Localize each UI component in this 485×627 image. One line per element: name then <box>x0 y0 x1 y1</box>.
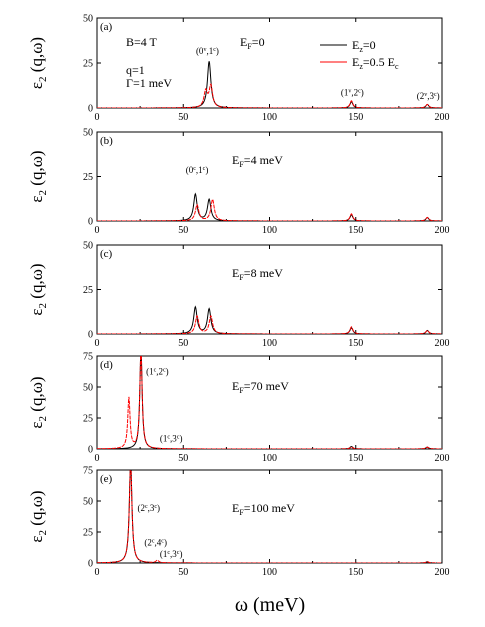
plot-frame <box>96 469 443 564</box>
x-axis-label: ω (meV) <box>235 594 305 616</box>
transition-annotation: (2c,4c) <box>144 538 167 548</box>
y-tick-label: 0 <box>88 217 93 228</box>
y-tick-label: 75 <box>83 352 93 363</box>
x-tick-label: 50 <box>178 112 188 123</box>
series-line <box>97 305 442 334</box>
transition-annotation: (2c,3c) <box>137 503 160 513</box>
x-tick-label: 100 <box>262 112 277 123</box>
x-tick-label: 200 <box>435 453 450 464</box>
x-tick-label: 200 <box>435 112 450 123</box>
x-tick-label: 150 <box>348 567 363 578</box>
fermi-energy-label: EF=8 meV <box>232 266 283 282</box>
parameter-label: q=1 <box>126 63 145 77</box>
panel-label: (c) <box>100 248 113 260</box>
y-tick-label: 50 <box>83 128 93 139</box>
y-axis-label: ε2 (q,ω) <box>27 37 49 89</box>
x-tick-label: 50 <box>178 338 188 349</box>
x-tick-label: 0 <box>95 567 100 578</box>
y-tick-label: 0 <box>88 445 93 456</box>
series-line <box>97 470 442 563</box>
y-tick-label: 25 <box>83 528 93 539</box>
x-tick-label: 100 <box>262 338 277 349</box>
y-tick-label: 50 <box>83 14 93 25</box>
fermi-energy-label: EF=4 meV <box>232 153 283 169</box>
legend-label: Ez=0.5 Ec <box>352 55 399 71</box>
y-tick-label: 0 <box>88 559 93 570</box>
curves <box>97 192 442 221</box>
series-line <box>97 314 442 334</box>
curves <box>97 356 442 449</box>
x-tick-label: 0 <box>95 453 100 464</box>
y-tick-label: 50 <box>83 383 93 394</box>
y-tick-label: 50 <box>83 241 93 252</box>
y-axis-label: ε2 (q,ω) <box>27 263 49 315</box>
series-line <box>97 83 442 108</box>
legend-label: Ez=0 <box>352 38 376 54</box>
panel-label: (b) <box>100 135 113 147</box>
y-tick-label: 75 <box>83 466 93 477</box>
x-tick-label: 200 <box>435 567 450 578</box>
x-tick-label: 50 <box>178 225 188 236</box>
panel-a: 0 50 100 150 200 0 25 50 ε2 (q,ω) (a) EF=0 (0v,1c) (… <box>27 14 450 124</box>
fermi-energy-label: EF=0 <box>240 35 265 51</box>
x-tick-label: 150 <box>348 225 363 236</box>
y-tick-label: 25 <box>83 414 93 425</box>
fermi-energy-label: EF=70 meV <box>232 379 289 395</box>
fermi-energy-label: EF=100 meV <box>232 501 295 517</box>
curves <box>97 61 442 108</box>
x-tick-label: 150 <box>348 112 363 123</box>
y-tick-label: 25 <box>83 172 93 183</box>
y-tick-label: 50 <box>83 497 93 508</box>
y-tick-label: 0 <box>88 104 93 115</box>
x-tick-label: 150 <box>348 453 363 464</box>
curves <box>97 305 442 334</box>
transition-annotation: (2v,3c) <box>417 91 440 101</box>
transition-annotation: (1c,2c) <box>146 367 169 377</box>
x-tick-label: 100 <box>262 225 277 236</box>
parameter-label: B=4 T <box>126 35 158 49</box>
panel-label: (d) <box>100 359 113 371</box>
series-line <box>97 198 442 221</box>
transition-annotation: (0v,1c) <box>196 46 219 56</box>
x-tick-label: 0 <box>95 338 100 349</box>
plot-frame <box>96 244 443 335</box>
series-line <box>97 192 442 221</box>
series-line <box>97 356 442 449</box>
y-tick-label: 0 <box>88 330 93 341</box>
transition-annotation: (1c,3c) <box>160 434 183 444</box>
x-tick-label: 0 <box>95 225 100 236</box>
y-axis-label: ε2 (q,ω) <box>27 376 49 428</box>
x-tick-label: 50 <box>178 567 188 578</box>
curves <box>97 470 442 563</box>
series-line <box>97 356 442 449</box>
x-tick-label: 150 <box>348 338 363 349</box>
panel-label: (a) <box>100 21 113 33</box>
panel-b: 0 50 100 150 200 0 25 50 ε2 (q,ω) (b) EF=4 meV (0c,… <box>27 128 450 237</box>
transition-annotation: (1c,3c) <box>160 549 183 559</box>
transition-annotation: (0c,1c) <box>186 165 209 175</box>
panel-label: (e) <box>100 473 113 485</box>
y-axis-label: ε2 (q,ω) <box>27 490 49 542</box>
panel-d: 0 50 100 150 200 0 25 50 75 ε2 (q,ω) (d) EF=70 meV (… <box>27 352 450 465</box>
panel-e: 0 50 100 150 200 0 25 50 75 ε2 (q,ω) (e) EF=100 meV… <box>27 466 450 579</box>
x-tick-label: 0 <box>95 112 100 123</box>
panel-c: 0 50 100 150 200 0 25 50 ε2 (q,ω) (c) EF=8 meV <box>27 241 450 350</box>
x-tick-label: 200 <box>435 225 450 236</box>
plot-frame <box>96 131 443 222</box>
transition-annotation: (1v,2c) <box>341 87 364 97</box>
x-tick-label: 50 <box>178 453 188 464</box>
y-tick-label: 25 <box>83 59 93 70</box>
x-tick-label: 200 <box>435 338 450 349</box>
x-tick-label: 100 <box>262 453 277 464</box>
y-tick-label: 25 <box>83 285 93 296</box>
y-axis-label: ε2 (q,ω) <box>27 150 49 202</box>
parameter-label: Γ=1 meV <box>126 76 172 90</box>
x-tick-label: 100 <box>262 567 277 578</box>
